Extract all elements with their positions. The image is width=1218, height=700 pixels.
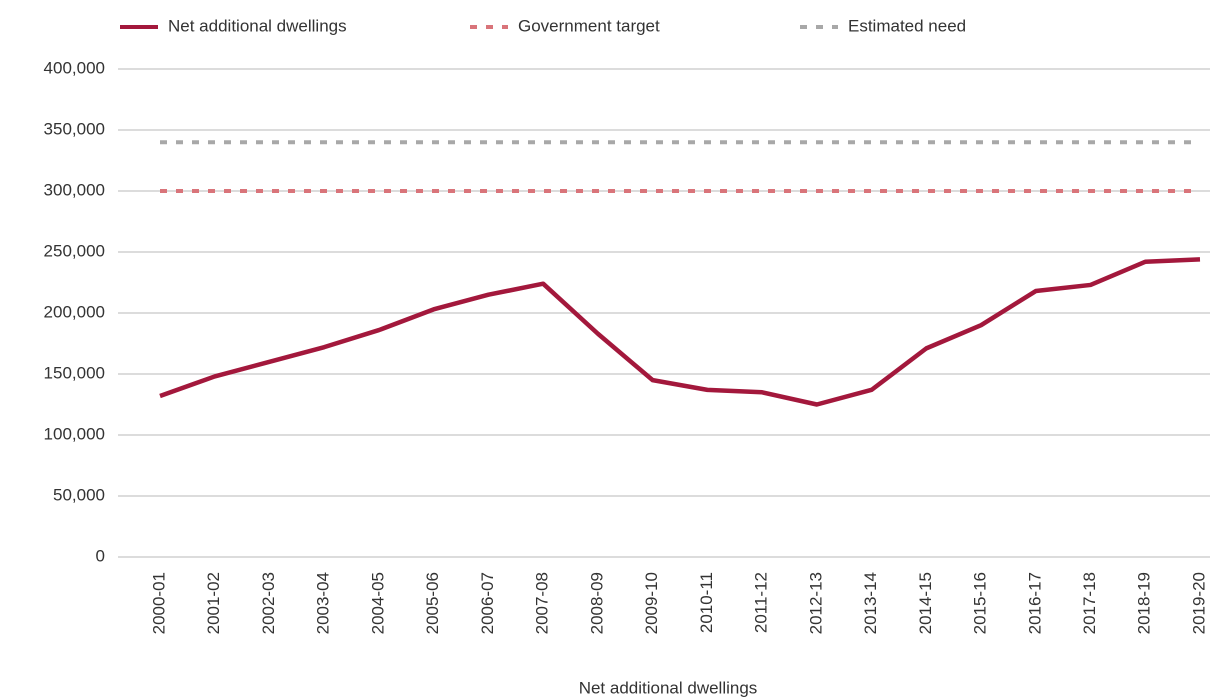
- x-tick-label: 2008-09: [587, 572, 606, 634]
- legend-label: Net additional dwellings: [168, 16, 347, 35]
- x-tick-label: 2019-20: [1189, 572, 1208, 634]
- x-tick-label: 2013-14: [861, 572, 880, 634]
- x-tick-label: 2017-18: [1080, 572, 1099, 634]
- x-tick-label: 2014-15: [916, 572, 935, 634]
- x-tick-label: 2015-16: [971, 572, 990, 634]
- x-tick-label: 2006-07: [478, 572, 497, 634]
- y-tick-label: 150,000: [44, 363, 105, 382]
- y-tick-label: 0: [96, 546, 105, 565]
- x-tick-label: 2009-10: [642, 572, 661, 634]
- y-tick-label: 200,000: [44, 302, 105, 321]
- y-tick-label: 350,000: [44, 119, 105, 138]
- x-tick-label: 2001-02: [204, 572, 223, 634]
- x-tick-label: 2016-17: [1025, 572, 1044, 634]
- x-axis-label: Net additional dwellings: [579, 678, 758, 697]
- x-tick-label: 2007-08: [533, 572, 552, 634]
- x-tick-label: 2011-12: [752, 572, 771, 633]
- y-tick-label: 300,000: [44, 180, 105, 199]
- legend-label: Estimated need: [848, 16, 966, 35]
- y-tick-label: 250,000: [44, 241, 105, 260]
- x-tick-label: 2012-13: [806, 572, 825, 634]
- x-tick-label: 2010-11: [697, 572, 716, 633]
- x-tick-label: 2002-03: [259, 572, 278, 634]
- x-tick-label: 2004-05: [368, 572, 387, 634]
- y-tick-label: 50,000: [53, 485, 105, 504]
- y-tick-label: 400,000: [44, 58, 105, 77]
- y-tick-label: 100,000: [44, 424, 105, 443]
- series-line: [159, 257, 1201, 407]
- x-tick-label: 2003-04: [314, 572, 333, 634]
- x-tick-label: 2000-01: [149, 572, 168, 634]
- x-tick-label: 2018-19: [1135, 572, 1154, 634]
- legend-label: Government target: [518, 16, 660, 35]
- x-tick-label: 2005-06: [423, 572, 442, 634]
